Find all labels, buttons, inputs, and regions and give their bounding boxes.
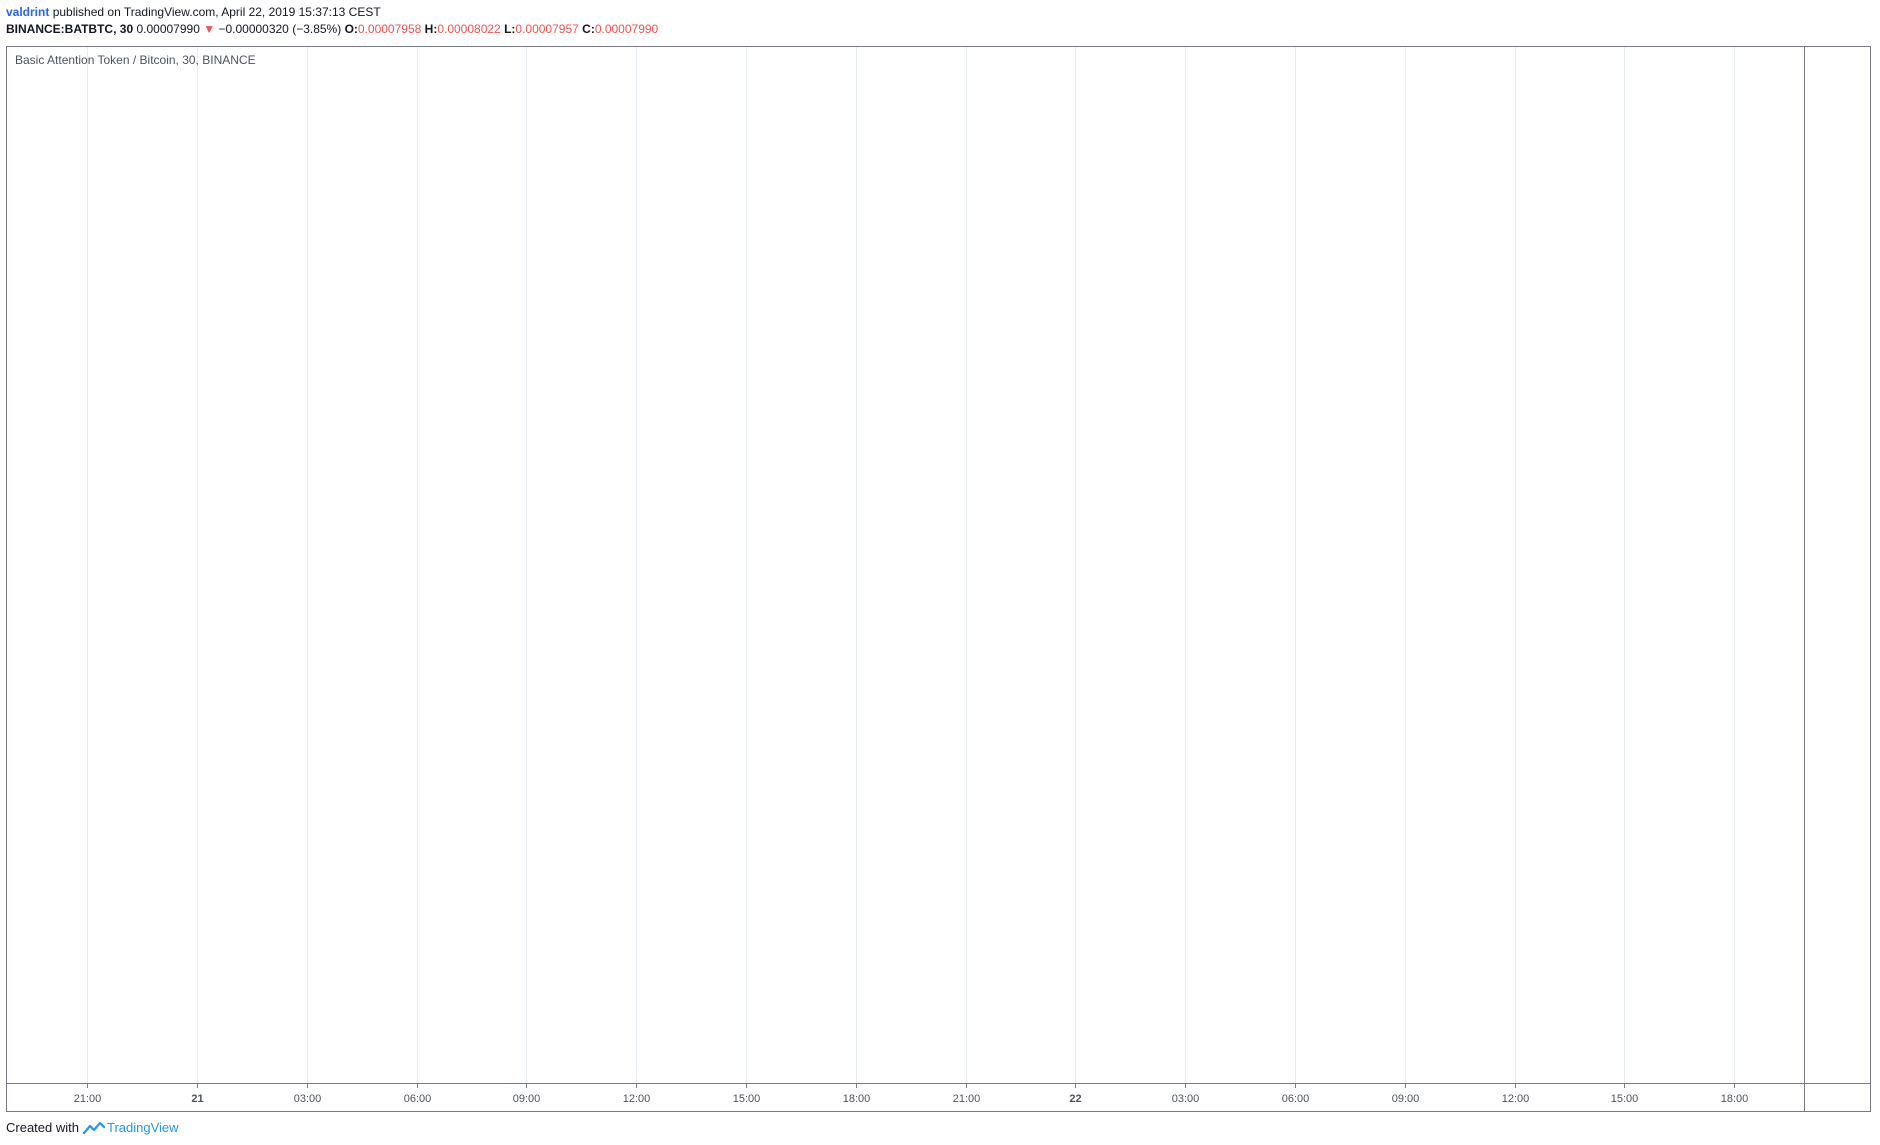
x-tick-label: 21:00 xyxy=(953,1093,981,1105)
x-tick-label: 22 xyxy=(1069,1093,1081,1105)
x-tick-label: 06:00 xyxy=(404,1093,432,1105)
x-tick-label: 18:00 xyxy=(843,1093,871,1105)
ohlc-open-value: 0.00007958 xyxy=(357,22,422,36)
symbol-interval: BINANCE:BATBTC, 30 xyxy=(6,22,134,36)
ohlc-high-label: H: xyxy=(424,22,438,36)
down-arrow-icon: ▼ xyxy=(203,22,216,36)
x-tick-label: 12:00 xyxy=(623,1093,651,1105)
chart-title: Basic Attention Token / Bitcoin, 30, BIN… xyxy=(15,53,256,67)
footer: Created with TradingView xyxy=(6,1120,179,1139)
tradingview-brand-link[interactable]: TradingView xyxy=(106,1120,179,1135)
chart-frame[interactable] xyxy=(6,46,1871,1112)
x-tick-label: 09:00 xyxy=(1392,1093,1420,1105)
price-change: −0.00000320 (−3.85%) xyxy=(218,22,342,36)
x-tick-label: 15:00 xyxy=(733,1093,761,1105)
x-tick-label: 03:00 xyxy=(1172,1093,1200,1105)
published-text: published on TradingView.com, April 22, … xyxy=(52,5,381,19)
x-tick-label: 09:00 xyxy=(513,1093,541,1105)
x-tick-label: 18:00 xyxy=(1721,1093,1749,1105)
x-tick-label: 06:00 xyxy=(1282,1093,1310,1105)
ohlc-close-label: C: xyxy=(582,22,595,36)
ohlc-close-value: 0.00007990 xyxy=(594,22,659,36)
x-tick-label: 21:00 xyxy=(74,1093,102,1105)
created-with-text: Created with xyxy=(6,1120,79,1135)
chart-header: valdrint published on TradingView.com, A… xyxy=(6,4,658,37)
x-tick-label: 03:00 xyxy=(294,1093,322,1105)
ohlc-low-value: 0.00007957 xyxy=(515,22,579,36)
ohlc-low-label: L: xyxy=(504,22,516,36)
ohlc-open-label: O: xyxy=(344,22,358,36)
author-link[interactable]: valdrint xyxy=(6,5,50,19)
last-price: 0.00007990 xyxy=(136,22,200,36)
x-tick-label: 15:00 xyxy=(1611,1093,1639,1105)
ohlc-high-value: 0.00008022 xyxy=(437,22,501,36)
x-tick-label: 21 xyxy=(191,1093,203,1105)
x-tick-label: 12:00 xyxy=(1502,1093,1530,1105)
tradingview-logo-icon[interactable] xyxy=(82,1121,106,1139)
